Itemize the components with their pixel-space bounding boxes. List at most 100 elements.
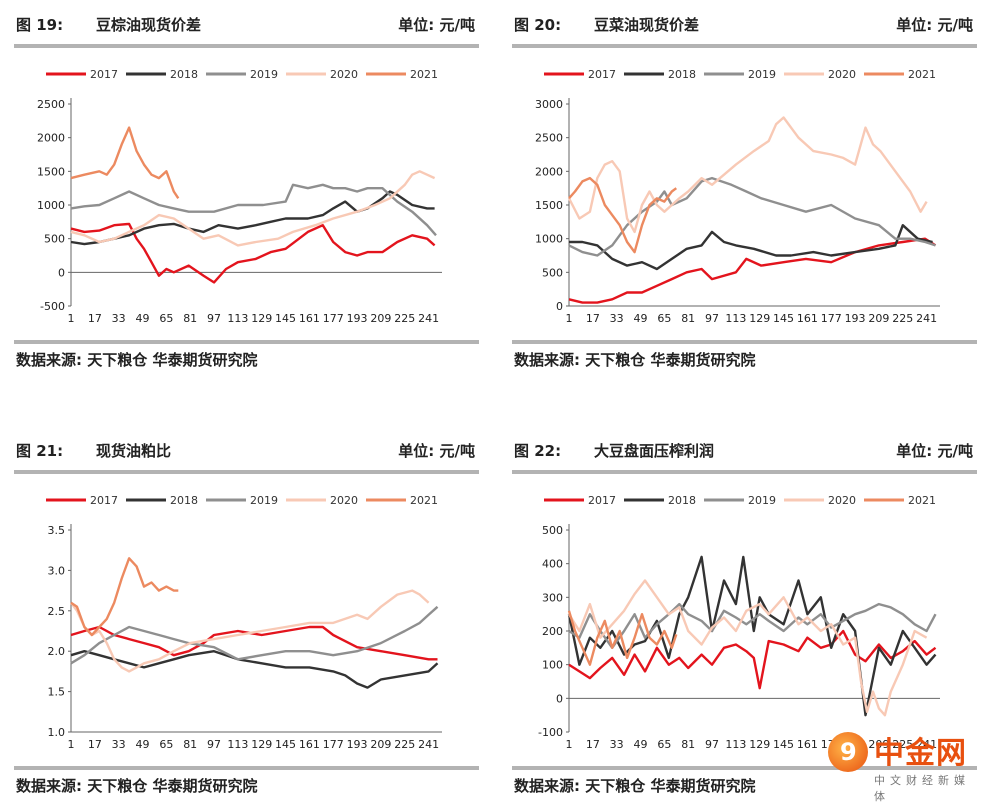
data-source: 数据来源: 天下粮仓 华泰期货研究院 <box>514 777 756 795</box>
y-tick-label: 2.5 <box>48 605 66 618</box>
x-tick-label: 17 <box>88 738 102 751</box>
legend-label: 2019 <box>250 68 278 81</box>
series-line-2020 <box>70 589 430 673</box>
x-tick-label: 225 <box>394 312 415 325</box>
x-tick-label: 97 <box>705 738 719 751</box>
x-tick-label: 17 <box>586 738 600 751</box>
y-tick-label: 100 <box>542 659 563 672</box>
legend-label: 2021 <box>908 68 936 81</box>
x-tick-label: 81 <box>183 312 197 325</box>
x-tick-label: 49 <box>136 312 150 325</box>
x-tick-label: 161 <box>797 738 818 751</box>
panel-fig22: 图 22: 大豆盘面压榨利润 单位: 元/吨 2017 2018 2019 2020 2… <box>512 430 977 800</box>
y-tick-label: 2.0 <box>48 645 66 658</box>
data-source: 数据来源: 天下粮仓 华泰期货研究院 <box>16 777 258 795</box>
legend-item-2020: 2020 <box>286 494 358 507</box>
legend-label: 2020 <box>330 494 358 507</box>
y-tick-label: 1000 <box>535 233 563 246</box>
y-tick-label: 500 <box>44 233 65 246</box>
series-line-2017 <box>70 625 438 661</box>
y-tick-label: 0 <box>556 692 563 705</box>
legend-item-2018: 2018 <box>126 68 198 81</box>
header-divider <box>14 470 479 474</box>
x-tick-label: 209 <box>868 738 889 751</box>
chart-soy-rapeseed-spread: 2017 2018 2019 2020 2021 0 500 1000 1500 2000 2500… <box>535 68 940 325</box>
x-tick-label: 33 <box>610 738 624 751</box>
series-line-2020 <box>567 579 928 717</box>
y-tick-label: 1.0 <box>48 726 66 739</box>
x-tick-label: 17 <box>586 312 600 325</box>
legend-item-2021: 2021 <box>864 494 936 507</box>
x-tick-label: 113 <box>227 312 248 325</box>
header-divider <box>14 44 479 48</box>
series-line-2021 <box>70 126 180 199</box>
logo-name: 中金网 <box>874 736 967 771</box>
x-tick-label: 145 <box>275 312 296 325</box>
x-tick-label: 241 <box>916 312 937 325</box>
x-tick-label: 113 <box>725 312 746 325</box>
legend-item-2017: 2017 <box>46 68 118 81</box>
series-line-2018 <box>569 223 933 271</box>
panel-fig19: 图 19: 豆棕油现货价差 单位: 元/吨 2017 2018 2019 2020 20… <box>14 4 479 374</box>
y-tick-label: 0 <box>58 266 65 279</box>
series-line-2017 <box>568 629 937 690</box>
figure-title: 豆菜油现货价差 <box>594 16 700 34</box>
series-line-2019 <box>70 605 439 665</box>
legend-item-2020: 2020 <box>286 68 358 81</box>
header-divider <box>512 44 977 48</box>
legend-label: 2019 <box>748 494 776 507</box>
legend-label: 2020 <box>828 494 856 507</box>
chart-crush-margin: 2017 2018 2019 2020 2021 -100 0 100 200 300 400 500… <box>538 494 940 751</box>
panel-header: 图 22: 大豆盘面压榨利润 单位: 元/吨 <box>512 430 977 466</box>
footer-divider <box>14 766 479 770</box>
y-tick-label: 1500 <box>37 165 65 178</box>
legend-item-2020: 2020 <box>784 494 856 507</box>
y-tick-label: 2000 <box>535 165 563 178</box>
x-tick-label: 65 <box>657 312 671 325</box>
figure-number: 图 22: <box>514 442 562 460</box>
y-tick-label: -100 <box>538 726 563 739</box>
x-tick-label: 81 <box>681 738 695 751</box>
header-divider <box>512 470 977 474</box>
figure-number: 图 20: <box>514 16 562 34</box>
x-tick-label: 49 <box>634 312 648 325</box>
x-tick-label: 193 <box>347 312 368 325</box>
x-tick-label: 177 <box>323 312 344 325</box>
series-line-2020 <box>70 170 436 247</box>
figure-title: 现货油粕比 <box>96 442 172 460</box>
x-tick-label: 193 <box>845 312 866 325</box>
y-tick-label: 0 <box>556 300 563 313</box>
figure-unit: 单位: 元/吨 <box>896 16 973 34</box>
x-tick-label: 161 <box>299 312 320 325</box>
legend-label: 2018 <box>668 68 696 81</box>
x-tick-label: 113 <box>725 738 746 751</box>
series-line-2019 <box>568 176 936 257</box>
x-tick-label: 225 <box>892 738 913 751</box>
x-tick-label: 241 <box>916 738 937 751</box>
series-line-2021 <box>567 610 678 666</box>
x-tick-label: 97 <box>705 312 719 325</box>
legend-item-2021: 2021 <box>864 68 936 81</box>
y-tick-label: -500 <box>40 300 65 313</box>
x-tick-label: 49 <box>136 738 150 751</box>
y-tick-label: 2000 <box>37 132 65 145</box>
legend-label: 2017 <box>90 494 118 507</box>
x-tick-label: 161 <box>299 738 320 751</box>
legend-item-2017: 2017 <box>46 494 118 507</box>
legend-item-2018: 2018 <box>624 494 696 507</box>
y-tick-label: 400 <box>542 558 563 571</box>
x-tick-label: 241 <box>418 738 439 751</box>
legend-label: 2021 <box>908 494 936 507</box>
x-tick-label: 161 <box>797 312 818 325</box>
figure-number: 图 21: <box>16 442 64 460</box>
legend-label: 2018 <box>170 494 198 507</box>
legend-label: 2019 <box>748 68 776 81</box>
x-tick-label: 145 <box>773 738 794 751</box>
x-tick-label: 209 <box>370 312 391 325</box>
panel-header: 图 19: 豆棕油现货价差 单位: 元/吨 <box>14 4 479 40</box>
y-tick-label: 500 <box>542 266 563 279</box>
x-tick-label: 33 <box>112 738 126 751</box>
x-tick-label: 1 <box>566 312 573 325</box>
x-tick-label: 33 <box>112 312 126 325</box>
series-line-2021 <box>70 557 179 637</box>
